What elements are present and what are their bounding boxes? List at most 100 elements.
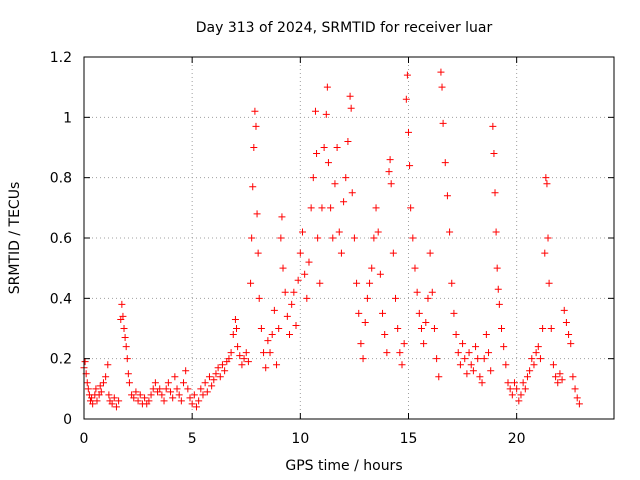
data-point bbox=[88, 394, 96, 402]
data-point bbox=[385, 168, 393, 176]
data-point bbox=[268, 331, 276, 339]
data-point bbox=[480, 355, 488, 363]
data-point bbox=[456, 361, 464, 369]
data-point bbox=[446, 228, 454, 236]
data-point bbox=[552, 373, 560, 381]
data-point bbox=[167, 388, 175, 396]
data-point bbox=[89, 400, 97, 408]
x-axis-label: GPS time / hours bbox=[285, 458, 402, 474]
data-point bbox=[569, 373, 577, 381]
data-point bbox=[439, 119, 447, 127]
data-point bbox=[454, 349, 462, 357]
data-point bbox=[182, 367, 190, 375]
data-point bbox=[353, 279, 361, 287]
data-point bbox=[361, 318, 369, 326]
data-point bbox=[485, 349, 493, 357]
data-point bbox=[340, 198, 348, 206]
data-point bbox=[386, 156, 394, 164]
data-point bbox=[84, 385, 92, 393]
chart-title: Day 313 of 2024, SRMTID for receiver lua… bbox=[196, 20, 493, 36]
data-point bbox=[123, 355, 131, 363]
data-point bbox=[392, 294, 400, 302]
data-point bbox=[132, 388, 140, 396]
data-point bbox=[575, 400, 583, 408]
data-point bbox=[490, 150, 498, 158]
data-point bbox=[277, 234, 285, 242]
data-point bbox=[255, 294, 263, 302]
data-point bbox=[498, 325, 506, 332]
data-point bbox=[309, 174, 317, 182]
data-point bbox=[175, 391, 183, 399]
data-point bbox=[430, 325, 438, 332]
data-point bbox=[212, 370, 220, 378]
data-point bbox=[539, 325, 547, 332]
data-point bbox=[333, 144, 341, 151]
data-point bbox=[169, 394, 177, 402]
data-point bbox=[558, 376, 566, 384]
data-point bbox=[236, 352, 244, 360]
data-point bbox=[247, 279, 255, 287]
x-tick-label: 15 bbox=[400, 431, 418, 447]
data-point bbox=[260, 349, 268, 357]
data-point bbox=[227, 349, 235, 357]
data-point bbox=[541, 249, 549, 257]
data-point bbox=[359, 355, 367, 363]
data-point bbox=[292, 321, 300, 329]
data-point bbox=[510, 379, 518, 387]
data-point bbox=[110, 394, 118, 402]
data-point bbox=[210, 376, 218, 384]
data-point bbox=[394, 325, 402, 332]
data-point bbox=[389, 249, 397, 257]
data-point bbox=[404, 128, 412, 136]
data-point bbox=[443, 192, 451, 200]
data-point bbox=[342, 174, 350, 182]
data-point bbox=[521, 385, 529, 393]
data-point bbox=[125, 379, 133, 387]
data-point bbox=[208, 382, 216, 390]
data-point bbox=[350, 234, 358, 242]
data-point bbox=[494, 285, 502, 293]
data-point bbox=[99, 379, 107, 387]
data-point bbox=[335, 228, 343, 236]
data-point bbox=[383, 349, 391, 357]
data-point bbox=[560, 306, 568, 314]
data-point bbox=[523, 373, 531, 381]
data-point bbox=[508, 391, 516, 399]
data-point bbox=[547, 325, 555, 332]
data-point bbox=[376, 270, 384, 278]
data-point bbox=[158, 391, 166, 399]
data-point bbox=[331, 180, 339, 188]
data-point bbox=[104, 361, 112, 369]
data-point bbox=[461, 355, 469, 363]
data-point bbox=[459, 340, 467, 348]
data-point bbox=[218, 361, 226, 369]
data-point bbox=[83, 379, 91, 387]
data-point bbox=[188, 400, 196, 408]
data-point bbox=[428, 288, 436, 296]
data-point bbox=[286, 331, 294, 339]
data-point bbox=[573, 394, 581, 402]
data-point bbox=[495, 300, 503, 308]
data-point bbox=[281, 288, 289, 296]
data-point bbox=[162, 385, 170, 393]
data-point bbox=[424, 294, 432, 302]
data-point bbox=[422, 318, 430, 326]
y-tick-label: 0.6 bbox=[50, 231, 72, 247]
data-point bbox=[472, 343, 480, 351]
data-point bbox=[532, 349, 540, 357]
data-point bbox=[303, 294, 311, 302]
data-point bbox=[160, 397, 168, 405]
data-point bbox=[242, 349, 250, 357]
data-point bbox=[216, 373, 224, 381]
data-point bbox=[96, 382, 104, 390]
data-point bbox=[448, 279, 456, 287]
data-point bbox=[368, 264, 376, 272]
data-point bbox=[329, 234, 337, 242]
data-point bbox=[199, 391, 207, 399]
data-point bbox=[244, 358, 252, 366]
data-point bbox=[437, 68, 445, 76]
data-point bbox=[549, 361, 557, 369]
data-point bbox=[515, 397, 523, 405]
data-point bbox=[426, 249, 434, 257]
data-point bbox=[190, 391, 198, 399]
